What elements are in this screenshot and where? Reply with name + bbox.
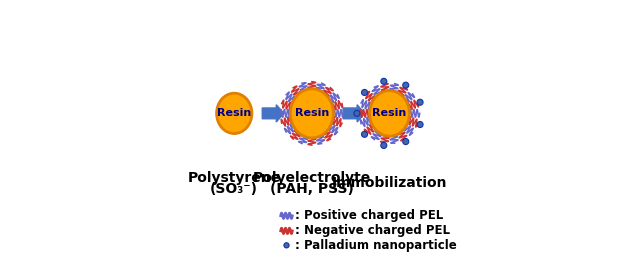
Text: Immobilization: Immobilization: [332, 176, 447, 190]
Text: Resin: Resin: [373, 108, 407, 118]
Circle shape: [354, 110, 360, 116]
Circle shape: [284, 243, 289, 248]
FancyArrow shape: [343, 105, 365, 122]
Circle shape: [381, 78, 387, 84]
Ellipse shape: [370, 91, 409, 136]
FancyArrow shape: [262, 105, 284, 122]
Text: : Negative charged PEL: : Negative charged PEL: [295, 224, 450, 237]
Circle shape: [403, 139, 409, 144]
Ellipse shape: [217, 93, 252, 134]
Circle shape: [417, 99, 423, 105]
Circle shape: [381, 143, 387, 148]
Circle shape: [417, 122, 423, 127]
Circle shape: [361, 131, 368, 137]
Text: : Palladium nanoparticle: : Palladium nanoparticle: [295, 239, 457, 252]
Text: (PAH, PSS): (PAH, PSS): [270, 182, 354, 196]
Circle shape: [403, 82, 409, 88]
Text: (SO₃⁻): (SO₃⁻): [210, 182, 258, 196]
Text: Polystyrene: Polystyrene: [188, 171, 281, 185]
Text: Resin: Resin: [217, 108, 251, 118]
Text: : Positive charged PEL: : Positive charged PEL: [295, 209, 443, 222]
Ellipse shape: [290, 89, 334, 138]
Text: Polyelectrolyte: Polyelectrolyte: [253, 171, 371, 185]
Circle shape: [361, 89, 368, 95]
Text: Resin: Resin: [295, 108, 329, 118]
